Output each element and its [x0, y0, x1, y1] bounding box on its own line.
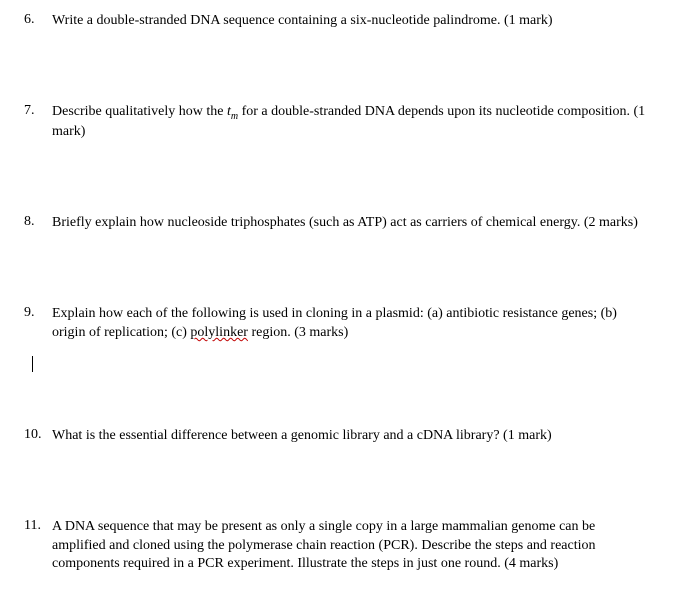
question-number: 7.	[24, 103, 52, 142]
question-text: Write a double-stranded DNA sequence con…	[52, 12, 649, 31]
question-number: 8.	[24, 214, 52, 233]
question-10: 10. What is the essential difference bet…	[24, 427, 649, 446]
question-9: 9. Explain how each of the following is …	[24, 305, 649, 343]
question-text: Describe qualitatively how the tm for a …	[52, 103, 649, 142]
question-11: 11. A DNA sequence that may be present a…	[24, 518, 649, 575]
question-7: 7. Describe qualitatively how the tm for…	[24, 103, 649, 142]
question-text: Explain how each of the following is use…	[52, 305, 649, 343]
question-text: Briefly explain how nucleoside triphosph…	[52, 214, 649, 233]
tm-symbol-m: m	[231, 111, 238, 122]
question-number: 11.	[24, 518, 52, 575]
question-number: 10.	[24, 427, 52, 446]
text-cursor	[32, 356, 33, 372]
text-post: region. (3 marks)	[248, 325, 348, 340]
question-8: 8. Briefly explain how nucleoside tripho…	[24, 214, 649, 233]
spellcheck-word: polylinker	[190, 325, 248, 340]
question-text: A DNA sequence that may be present as on…	[52, 518, 649, 575]
question-number: 6.	[24, 12, 52, 31]
question-text: What is the essential difference between…	[52, 427, 649, 446]
question-6: 6. Write a double-stranded DNA sequence …	[24, 12, 649, 31]
text-pre: Describe qualitatively how the	[52, 104, 227, 119]
question-number: 9.	[24, 305, 52, 343]
